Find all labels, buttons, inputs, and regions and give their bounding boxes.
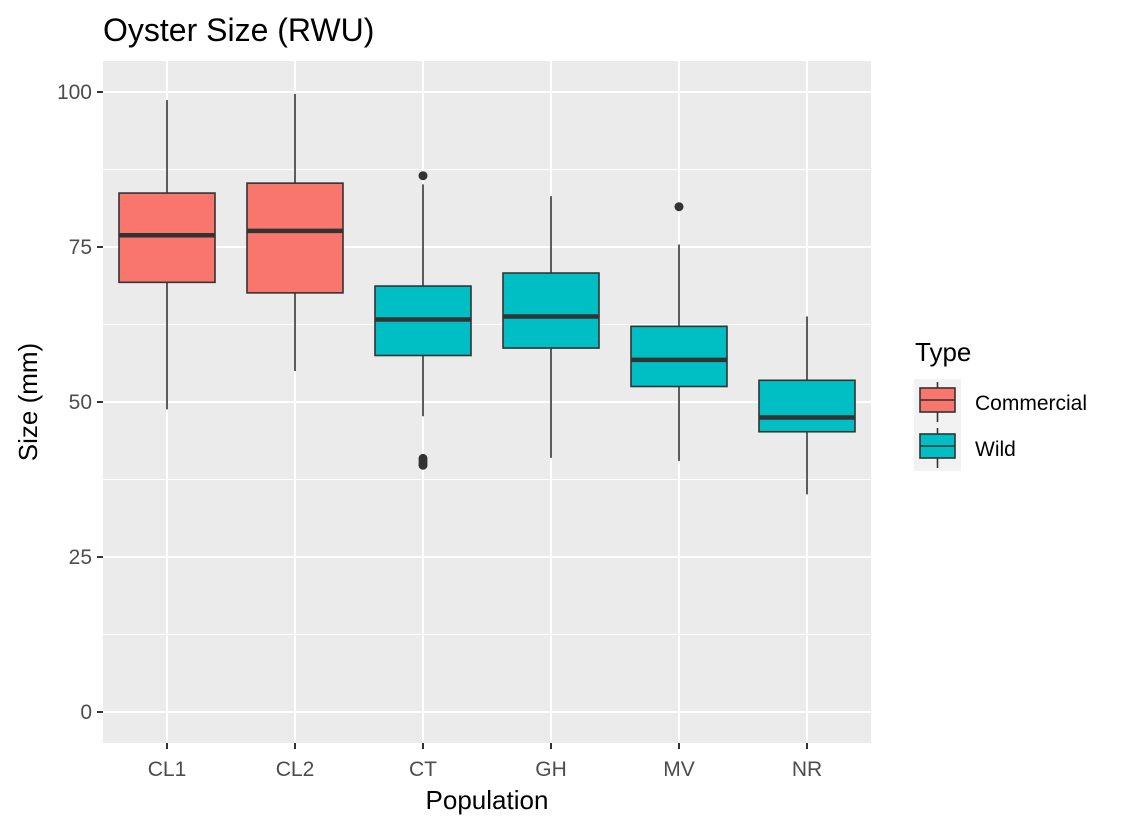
box-GH: [502, 196, 600, 458]
x-tick-label: GH: [535, 758, 567, 781]
y-tick-label: 50: [69, 391, 92, 414]
chart-title: Oyster Size (RWU): [103, 12, 374, 48]
outlier-point: [674, 202, 684, 212]
y-axis: 0 25 50 75 100: [57, 81, 103, 724]
legend-key-commercial: [914, 379, 961, 425]
box-NR: [758, 316, 856, 495]
box-iqr: [758, 379, 856, 433]
x-tick-label: CT: [409, 758, 437, 781]
box-CT: [374, 171, 472, 470]
outlier-point: [418, 171, 428, 181]
box-iqr: [630, 325, 728, 388]
y-tick-label: 75: [69, 236, 92, 259]
outlier-point: [418, 460, 428, 470]
legend-label: Commercial: [975, 392, 1087, 415]
legend-title: Type: [915, 337, 971, 367]
box-iqr: [118, 192, 216, 284]
x-tick-label: MV: [663, 758, 695, 781]
y-tick-label: 25: [69, 546, 92, 569]
box-iqr: [246, 182, 344, 294]
grid-minor: [103, 169, 871, 635]
legend-label: Wild: [975, 438, 1016, 461]
boxes: [118, 93, 856, 495]
x-axis-title: Population: [426, 785, 549, 815]
x-tick-label: CL1: [148, 758, 187, 781]
y-tick-label: 0: [80, 701, 92, 724]
x-axis: CL1 CL2 CT GH MV NR: [148, 743, 822, 781]
y-tick-label: 100: [57, 81, 92, 104]
box-MV: [630, 202, 728, 461]
box-CL1: [118, 100, 216, 410]
box-CL2: [246, 93, 344, 371]
y-axis-title: Size (mm): [13, 343, 43, 461]
legend: Type Commercial Wild: [914, 337, 1087, 471]
box-iqr: [502, 272, 600, 349]
legend-key-wild: [914, 425, 961, 471]
x-tick-label: NR: [792, 758, 822, 781]
x-tick-label: CL2: [276, 758, 315, 781]
